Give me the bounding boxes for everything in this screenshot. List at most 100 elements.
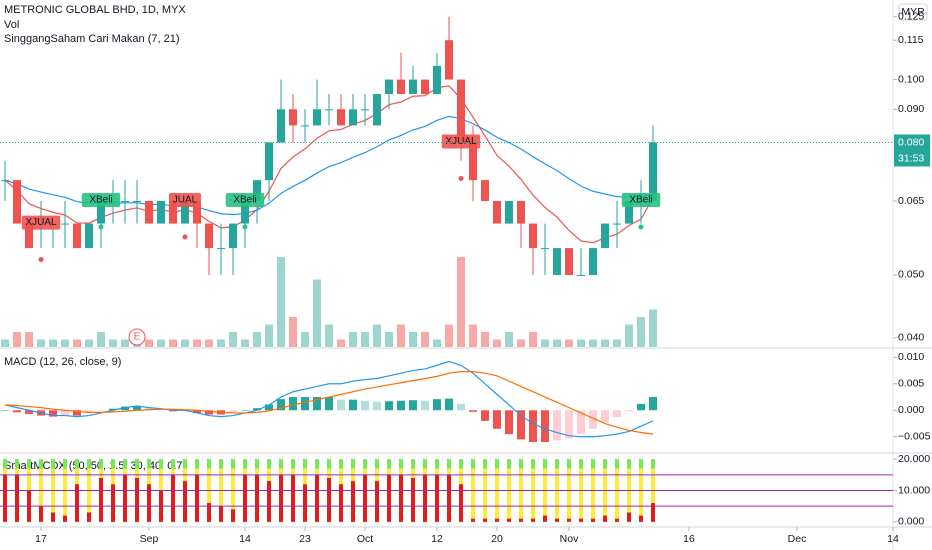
volume-bar xyxy=(49,339,57,347)
mcdx-bar xyxy=(315,474,319,522)
volume-bar xyxy=(13,332,21,347)
candle-body xyxy=(349,109,357,126)
signal-box xyxy=(621,193,661,208)
macd-histogram xyxy=(13,410,21,413)
candle-body xyxy=(553,248,561,275)
indicator-label: SinggangSaham Cari Makan (7, 21) xyxy=(4,33,179,45)
mcdx-bar xyxy=(651,468,655,522)
mcdx-bar xyxy=(459,484,463,522)
mcdx-bar xyxy=(303,484,307,522)
mcdx-bar xyxy=(279,459,283,469)
mcdx-bar xyxy=(315,459,319,469)
macd-histogram xyxy=(577,410,585,435)
candle-body xyxy=(625,201,633,224)
x-tick-label: 17 xyxy=(35,533,47,545)
volume-bar xyxy=(25,332,33,347)
macd-histogram xyxy=(205,410,213,415)
signal-dot xyxy=(458,175,464,181)
mcdx-bar xyxy=(651,503,655,522)
candle-body xyxy=(421,79,429,95)
volume-bar xyxy=(385,332,393,347)
macd-histogram xyxy=(121,406,129,411)
volume-bar xyxy=(217,339,225,347)
x-tick-label: 12 xyxy=(431,533,443,545)
macd-histogram xyxy=(505,410,513,435)
mcdx-bar xyxy=(615,518,619,522)
macd-histogram xyxy=(601,410,609,423)
mcdx-bar xyxy=(387,459,391,469)
signal-dot xyxy=(182,234,188,240)
y-tick-label: 0.100 xyxy=(898,73,924,85)
macd-histogram xyxy=(553,410,561,441)
mcdx-bar xyxy=(495,518,499,522)
y-tick-label: 0.010 xyxy=(898,351,924,363)
mcdx-bar xyxy=(375,481,379,522)
mcdx-bar xyxy=(579,459,583,469)
mcdx-bar xyxy=(543,459,547,469)
mcdx-bar xyxy=(351,481,355,522)
macd-histogram xyxy=(481,410,489,421)
mcdx-bar xyxy=(87,512,91,522)
signal-dot xyxy=(38,257,44,263)
mcdx-bar xyxy=(519,459,523,469)
macd-label: MACD (12, 26, close, 9) xyxy=(4,356,121,368)
mcdx-bar xyxy=(483,468,487,522)
mcdx-bar xyxy=(579,518,583,522)
mcdx-bar xyxy=(39,468,43,522)
mcdx-bar xyxy=(195,474,199,522)
volume-bar xyxy=(409,332,417,347)
volume-bar xyxy=(469,324,477,347)
mcdx-bar xyxy=(111,459,115,469)
candle-body xyxy=(385,79,393,95)
volume-bar xyxy=(433,339,441,347)
macd-histogram xyxy=(649,397,657,411)
volume-bar xyxy=(169,339,177,347)
candle-body xyxy=(313,109,321,126)
signal-label: XBeli xyxy=(629,195,652,206)
mcdx-bar xyxy=(171,474,175,522)
mcdx-bar xyxy=(135,477,139,522)
mcdx-bar xyxy=(231,468,235,522)
y-tick-label: 0.000 xyxy=(898,404,924,416)
mcdx-bar xyxy=(483,459,487,469)
candle-body xyxy=(133,201,141,203)
candle-body xyxy=(541,248,549,250)
y-tick-label: 0.115 xyxy=(898,34,924,46)
macd-line xyxy=(4,360,654,438)
signal-box xyxy=(21,215,61,230)
macd-histogram xyxy=(397,400,405,411)
mcdx-bar xyxy=(603,459,607,469)
macd-histogram xyxy=(493,410,501,429)
mcdx-bar xyxy=(231,509,235,522)
candle-body xyxy=(337,109,345,126)
mcdx-bar xyxy=(471,518,475,522)
mcdx-bar xyxy=(267,481,271,522)
macd-histogram xyxy=(49,410,57,417)
mcdx-bar xyxy=(75,459,79,469)
candle-body xyxy=(601,223,609,249)
mcdx-bar xyxy=(135,459,139,469)
candle-body xyxy=(361,109,369,111)
mcdx-bar xyxy=(339,459,343,469)
macd-histogram xyxy=(457,403,465,411)
macd-line xyxy=(4,371,654,435)
candle-body xyxy=(433,65,441,95)
candle-body xyxy=(481,180,489,202)
mcdx-bar xyxy=(15,474,19,522)
macd-histogram xyxy=(133,406,141,411)
mcdx-bar xyxy=(567,459,571,469)
mcdx-bar xyxy=(51,468,55,522)
macd-histogram xyxy=(193,410,201,413)
mcdx-bar xyxy=(411,459,415,469)
volume-bar xyxy=(205,339,213,347)
mcdx-bar xyxy=(363,474,367,522)
mcdx-bar xyxy=(555,468,559,522)
volume-label: Vol xyxy=(4,19,19,31)
currency-box[interactable] xyxy=(898,3,928,21)
x-tick-label: 20 xyxy=(491,533,503,545)
candle-body xyxy=(229,223,237,249)
candle-body xyxy=(301,125,309,127)
candle-body xyxy=(121,201,129,203)
